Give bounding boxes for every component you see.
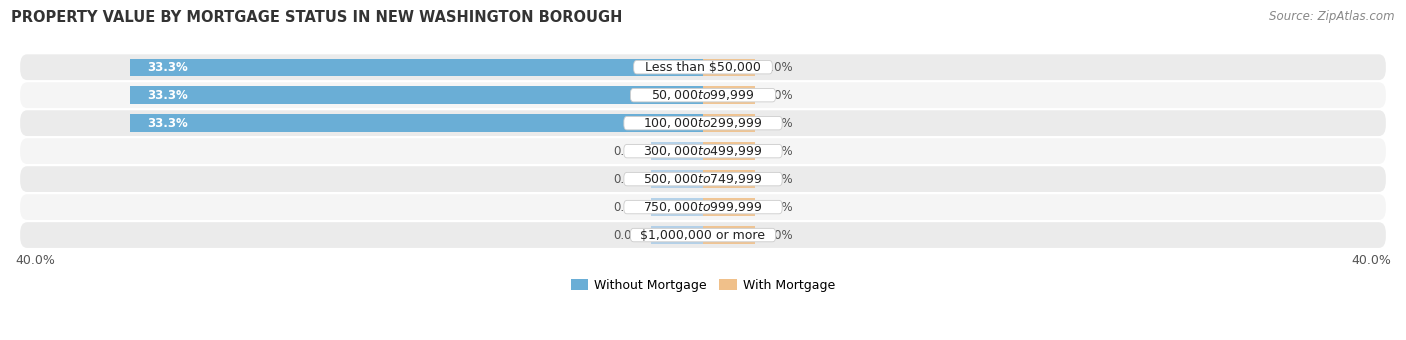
Text: 0.0%: 0.0%	[763, 228, 793, 241]
FancyBboxPatch shape	[20, 194, 1386, 220]
Text: PROPERTY VALUE BY MORTGAGE STATUS IN NEW WASHINGTON BOROUGH: PROPERTY VALUE BY MORTGAGE STATUS IN NEW…	[11, 10, 623, 25]
Text: 33.3%: 33.3%	[148, 89, 188, 102]
Text: 0.0%: 0.0%	[763, 201, 793, 214]
Text: 33.3%: 33.3%	[148, 61, 188, 74]
Text: 0.0%: 0.0%	[613, 201, 643, 214]
Text: 0.0%: 0.0%	[763, 61, 793, 74]
Bar	[703, 199, 755, 216]
Bar	[703, 58, 755, 76]
Text: $1,000,000 or more: $1,000,000 or more	[641, 228, 765, 241]
Text: 0.0%: 0.0%	[763, 144, 793, 158]
FancyBboxPatch shape	[624, 116, 782, 130]
Text: Less than $50,000: Less than $50,000	[645, 61, 761, 74]
Bar	[703, 142, 755, 160]
FancyBboxPatch shape	[20, 222, 1386, 248]
Legend: Without Mortgage, With Mortgage: Without Mortgage, With Mortgage	[571, 279, 835, 292]
Bar	[651, 170, 703, 188]
FancyBboxPatch shape	[624, 144, 782, 158]
Text: 0.0%: 0.0%	[613, 228, 643, 241]
FancyBboxPatch shape	[624, 200, 782, 214]
Text: 0.0%: 0.0%	[763, 117, 793, 130]
Text: Source: ZipAtlas.com: Source: ZipAtlas.com	[1270, 10, 1395, 23]
Text: 33.3%: 33.3%	[148, 117, 188, 130]
Text: $100,000 to $299,999: $100,000 to $299,999	[644, 116, 762, 130]
FancyBboxPatch shape	[20, 166, 1386, 192]
Text: 0.0%: 0.0%	[613, 144, 643, 158]
FancyBboxPatch shape	[630, 228, 776, 242]
Bar	[651, 199, 703, 216]
Text: $750,000 to $999,999: $750,000 to $999,999	[644, 200, 762, 214]
Bar	[651, 142, 703, 160]
FancyBboxPatch shape	[634, 61, 772, 74]
FancyBboxPatch shape	[20, 110, 1386, 136]
Text: $50,000 to $99,999: $50,000 to $99,999	[651, 88, 755, 102]
FancyBboxPatch shape	[20, 54, 1386, 80]
Text: $500,000 to $749,999: $500,000 to $749,999	[644, 172, 762, 186]
Bar	[703, 226, 755, 244]
Bar	[131, 58, 703, 76]
Text: 40.0%: 40.0%	[1351, 254, 1391, 267]
Text: 0.0%: 0.0%	[613, 173, 643, 186]
FancyBboxPatch shape	[20, 138, 1386, 164]
Bar	[651, 226, 703, 244]
Text: $300,000 to $499,999: $300,000 to $499,999	[644, 144, 762, 158]
Text: 40.0%: 40.0%	[15, 254, 55, 267]
Text: 0.0%: 0.0%	[763, 89, 793, 102]
Text: 0.0%: 0.0%	[763, 173, 793, 186]
Bar	[703, 86, 755, 104]
Bar	[131, 115, 703, 132]
FancyBboxPatch shape	[630, 88, 776, 102]
FancyBboxPatch shape	[624, 172, 782, 186]
Bar	[131, 86, 703, 104]
Bar	[703, 170, 755, 188]
Bar	[703, 115, 755, 132]
FancyBboxPatch shape	[20, 82, 1386, 108]
